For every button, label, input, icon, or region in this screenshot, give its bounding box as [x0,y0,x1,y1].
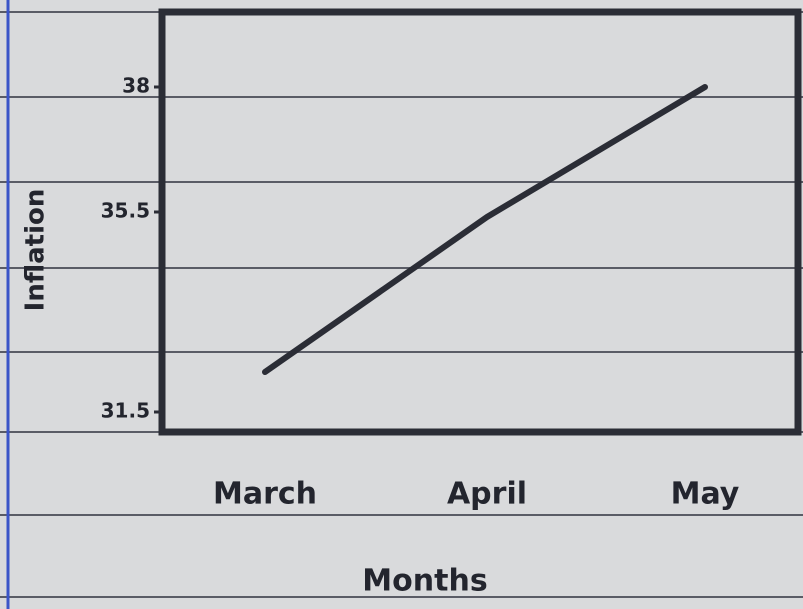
x-axis-label: Months [362,564,487,599]
line [265,87,705,372]
x-tick-label: March [213,477,317,512]
x-tick-label: April [447,477,527,512]
y-tick-label: 35.5 [101,199,150,223]
y-tick-label: 31.5 [101,399,150,423]
paper-lines [0,0,803,609]
y-axis-label: Inflation [21,189,51,312]
y-tick-label: 38 [122,74,150,98]
chart: Inflation Months 31.5 35.5 38 March April May [0,0,803,609]
x-tick-label: May [671,477,740,512]
